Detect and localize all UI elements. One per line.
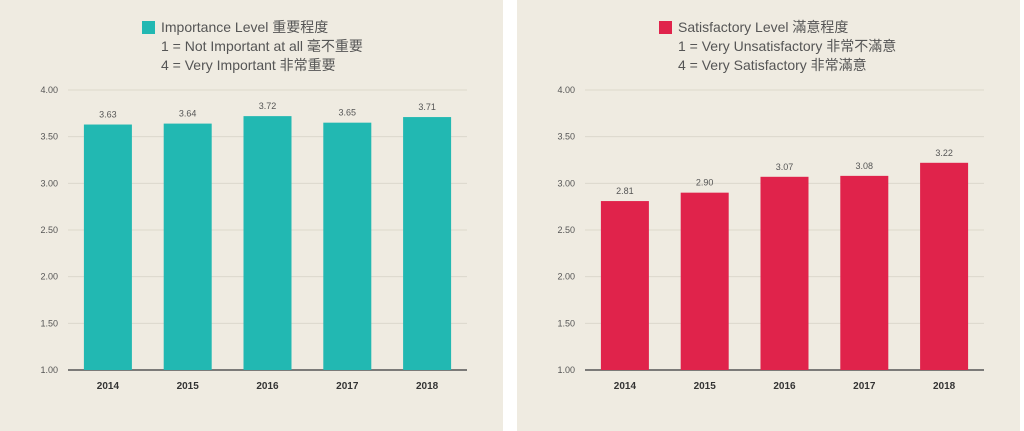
satisfaction-x-tick-label: 2014 <box>614 381 637 392</box>
importance-y-tick-label: 4.00 <box>40 85 58 95</box>
importance-data-label: 3.64 <box>179 109 197 119</box>
importance-bar-2018 <box>403 117 452 370</box>
importance-data-label: 3.65 <box>339 108 357 118</box>
satisfaction-legend: Satisfactory Level 滿意程度 1 = Very Unsatis… <box>659 18 896 75</box>
satisfaction-y-tick-label: 4.00 <box>557 85 575 95</box>
satisfaction-y-tick-label: 2.00 <box>557 272 575 282</box>
importance-y-tick-label: 2.00 <box>40 272 58 282</box>
satisfaction-bar-2017 <box>840 175 889 370</box>
satisfaction-y-tick-label: 3.00 <box>557 178 575 188</box>
satisfaction-data-label: 3.07 <box>776 162 794 172</box>
satisfaction-x-tick-label: 2016 <box>773 381 796 392</box>
importance-data-label: 3.63 <box>99 110 117 120</box>
importance-x-tick-label: 2018 <box>416 381 439 392</box>
importance-data-label: 3.72 <box>259 101 277 111</box>
importance-legend-swatch <box>142 21 155 34</box>
satisfaction-y-tick-label: 3.50 <box>557 132 575 142</box>
importance-x-tick-label: 2014 <box>97 381 120 392</box>
satisfaction-bar-2015 <box>680 192 729 370</box>
satisfaction-data-label: 3.22 <box>935 148 953 158</box>
satisfaction-y-tick-label: 2.50 <box>557 225 575 235</box>
importance-data-label: 3.71 <box>418 102 436 112</box>
importance-y-tick-label: 1.50 <box>40 318 58 328</box>
satisfaction-legend-line-1: 1 = Very Unsatisfactory 非常不滿意 <box>678 38 897 54</box>
importance-y-tick-label: 3.50 <box>40 132 58 142</box>
importance-bar-2016 <box>243 116 292 370</box>
satisfaction-bar-2014 <box>600 201 649 370</box>
satisfaction-bar-2016 <box>760 176 809 370</box>
importance-legend-line-2: 4 = Very Important 非常重要 <box>161 57 336 73</box>
satisfaction-x-tick-label: 2018 <box>933 381 956 392</box>
satisfaction-x-tick-label: 2015 <box>694 381 717 392</box>
satisfaction-chart-panel: Satisfactory Level 滿意程度 1 = Very Unsatis… <box>517 0 1020 431</box>
importance-chart-panel: Importance Level 重要程度 1 = Not Important … <box>0 0 503 431</box>
satisfaction-data-label: 2.90 <box>696 178 714 188</box>
satisfaction-legend-title: Satisfactory Level 滿意程度 <box>678 19 849 35</box>
importance-y-tick-label: 2.50 <box>40 225 58 235</box>
importance-x-tick-label: 2017 <box>336 381 359 392</box>
importance-bar-2017 <box>323 122 372 371</box>
satisfaction-y-tick-label: 1.50 <box>557 318 575 328</box>
importance-y-tick-label: 3.00 <box>40 178 58 188</box>
importance-legend: Importance Level 重要程度 1 = Not Important … <box>142 18 363 75</box>
satisfaction-x-tick-label: 2017 <box>853 381 876 392</box>
satisfaction-legend-line-2: 4 = Very Satisfactory 非常滿意 <box>678 57 867 73</box>
importance-x-tick-label: 2016 <box>256 381 279 392</box>
satisfaction-data-label: 2.81 <box>616 186 634 196</box>
importance-legend-title: Importance Level 重要程度 <box>161 19 329 35</box>
satisfaction-bar-2018 <box>920 162 969 370</box>
importance-y-tick-label: 1.00 <box>40 365 58 375</box>
satisfaction-y-tick-label: 1.00 <box>557 365 575 375</box>
satisfaction-legend-swatch <box>659 21 672 34</box>
importance-bar-2014 <box>83 124 132 371</box>
satisfaction-bar-chart: 1.00 1.50 2.00 2.50 3.00 3.50 4.00 2.81 2014 2.90… <box>557 85 984 392</box>
importance-x-tick-label: 2015 <box>177 381 200 392</box>
satisfaction-data-label: 3.08 <box>856 161 874 171</box>
importance-bar-2015 <box>163 123 212 370</box>
importance-legend-line-1: 1 = Not Important at all 毫不重要 <box>161 38 363 54</box>
importance-bar-chart: 1.00 1.50 2.00 2.50 3.00 3.50 4.00 3.63 2014 3.64… <box>40 85 467 392</box>
